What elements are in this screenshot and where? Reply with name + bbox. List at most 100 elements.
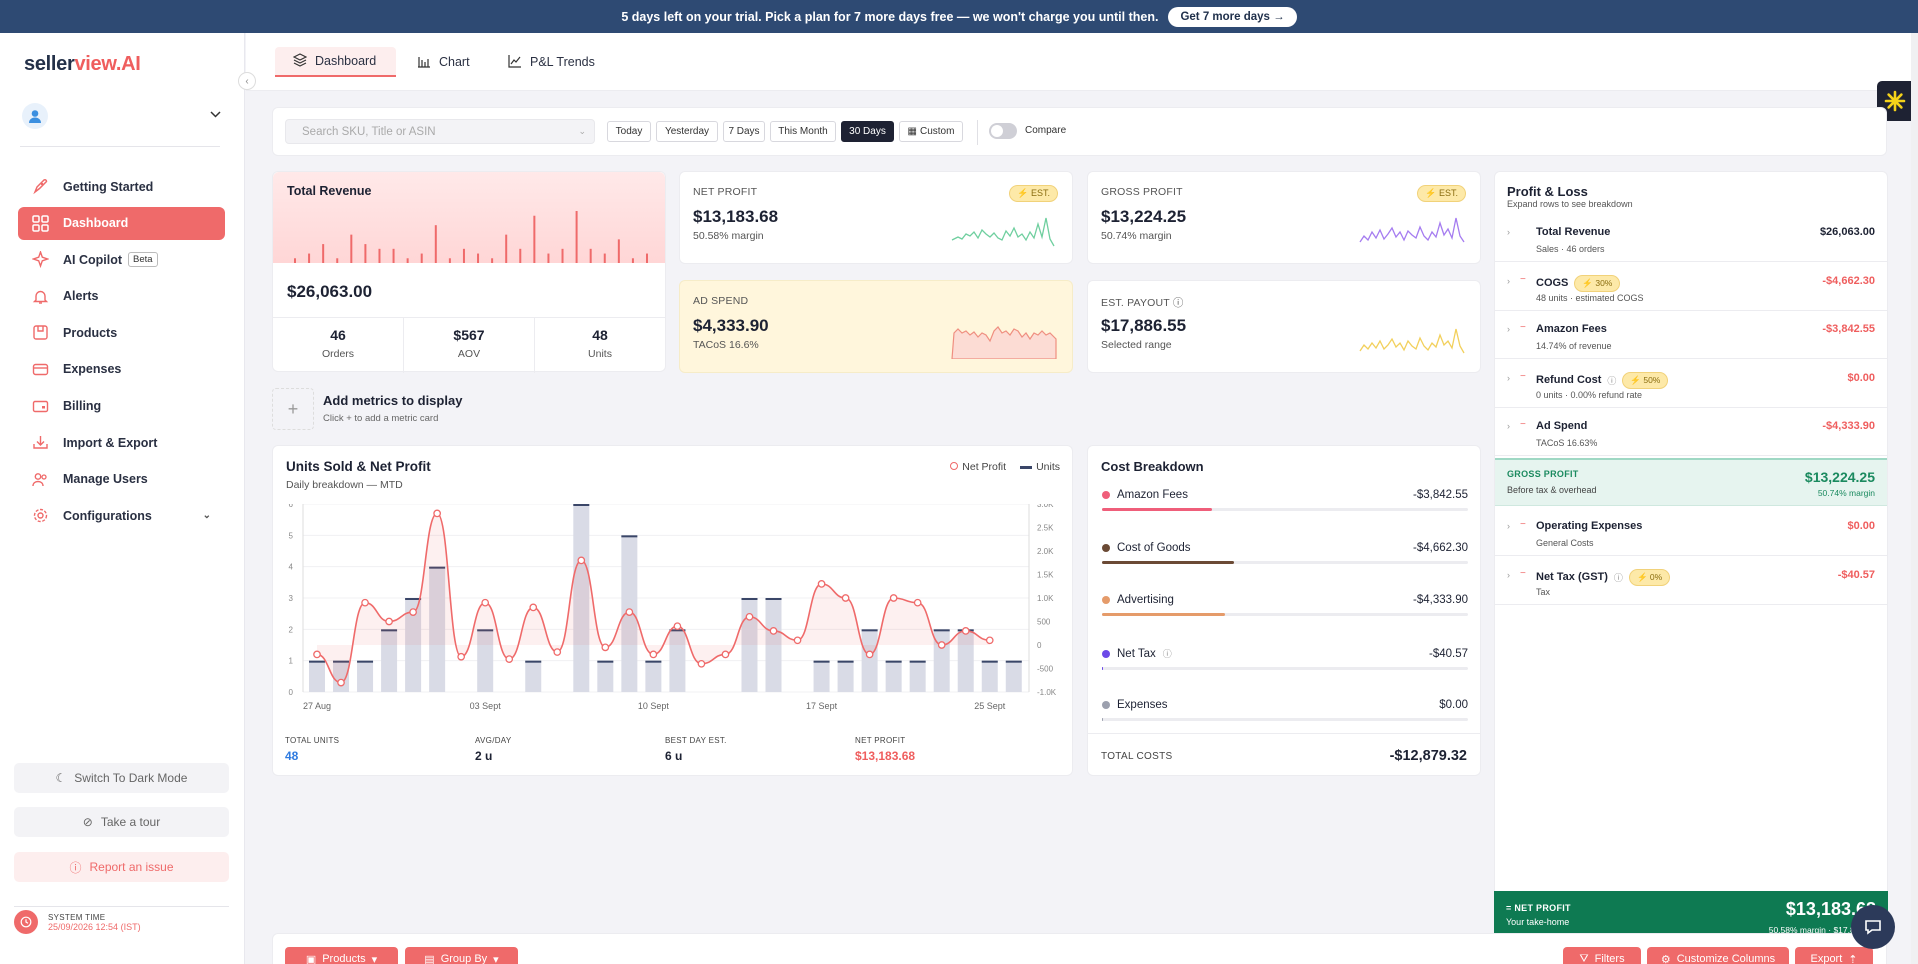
chevron-down-icon: ▾ [371, 953, 378, 964]
profit-point [529, 603, 538, 612]
sidebar-item-getting-started[interactable]: Getting Started [18, 170, 225, 203]
revenue-bar [505, 234, 508, 263]
kpi-value: $17,886.55 [1101, 316, 1187, 335]
units-bar-cap [405, 598, 422, 600]
expand-chevron-icon: › [1507, 569, 1510, 580]
sidebar-item-dashboard[interactable]: Dashboard [18, 206, 225, 240]
products-dropdown-button[interactable]: ▣ Products ▾ [285, 947, 398, 964]
pnl-row-ad-spend[interactable]: › − Ad Spend TACoS 16.63% -$4,333.90 [1495, 408, 1887, 456]
legend-units[interactable]: Units [1020, 461, 1060, 473]
range-today-button[interactable]: Today [607, 121, 651, 142]
group-by-dropdown-button[interactable]: ▤ Group By ▾ [405, 947, 518, 964]
units-bar [981, 660, 998, 692]
take-tour-button[interactable]: ⊘ Take a tour [14, 807, 229, 837]
chart-legend: Net Profit Units [950, 461, 1060, 473]
sidebar-item-alerts[interactable]: Alerts [18, 280, 225, 313]
cost-row-advertising: Advertising -$4,333.90 [1102, 594, 1468, 616]
filter-divider [977, 120, 978, 145]
minus-icon: − [1520, 567, 1526, 579]
collapse-sidebar-button[interactable]: ‹ [238, 72, 256, 90]
kpi-label: EST. PAYOUT ⓘ [1101, 297, 1184, 309]
units-bar [381, 629, 398, 692]
customize-columns-button[interactable]: ⚙ Customize Columns [1647, 947, 1789, 964]
get-more-days-button[interactable]: Get 7 more days → [1168, 6, 1297, 27]
range-this-month-button[interactable]: This Month [770, 121, 836, 142]
units-bar-cap [429, 566, 446, 569]
range-7-days-button[interactable]: 7 Days [723, 121, 765, 142]
brand-logo[interactable]: sellerview.AI [24, 53, 141, 75]
sidebar-item-billing[interactable]: Billing [18, 390, 225, 423]
sidebar-item-import-export[interactable]: Import & Export [18, 426, 225, 459]
revenue-bar [617, 239, 620, 263]
legend-net-profit[interactable]: Net Profit [950, 461, 1006, 473]
ad-spend-card[interactable]: AD SPEND $4,333.90 TACoS 16.6% [679, 280, 1073, 373]
wallet-icon [31, 360, 49, 378]
range-yesterday-button[interactable]: Yesterday [656, 121, 718, 142]
pnl-subtitle: Expand rows to see breakdown [1507, 199, 1633, 209]
gross-profit-sparkline [1359, 217, 1465, 243]
tab-chart[interactable]: Chart [399, 47, 488, 77]
net-profit-card[interactable]: NET PROFIT $13,183.68 50.58% margin ⚡ ES… [679, 171, 1073, 264]
compare-toggle[interactable] [989, 123, 1017, 139]
pnl-row-amazon-fees[interactable]: › − Amazon Fees 14.74% of revenue -$3,842.55 [1495, 311, 1887, 359]
profit-point [361, 598, 369, 607]
profit-point [649, 650, 658, 659]
x-tick: 25 Sept [974, 701, 1006, 711]
profit-point [673, 622, 682, 631]
revenue-bar [294, 258, 296, 263]
units-bar-cap [741, 598, 758, 600]
report-issue-button[interactable]: ⓘ Report an issue [14, 852, 229, 882]
range-30-days-button[interactable]: 30 Days [841, 121, 894, 142]
chat-button[interactable] [1851, 905, 1895, 949]
units-bar [669, 629, 686, 692]
add-metric-button[interactable]: + [272, 388, 314, 430]
revenue-header [273, 172, 665, 263]
sidebar-item-expenses[interactable]: Expenses [18, 353, 225, 386]
sidebar-item-manage-users[interactable]: Manage Users [18, 463, 225, 496]
add-metrics-sub: Click + to add a metric card [323, 413, 439, 424]
kpi-sub: Selected range [1101, 339, 1172, 351]
dark-mode-button[interactable]: ☾ Switch To Dark Mode [14, 763, 229, 793]
sidebar-item-products[interactable]: Products [18, 316, 225, 349]
page-scrollbar[interactable] [1911, 33, 1918, 964]
sidebar-item-ai-copilot[interactable]: AI Copilot Beta [18, 243, 225, 276]
profit-point [481, 598, 490, 607]
y-tick-left: 0 [289, 688, 294, 697]
revenue-bar [603, 253, 606, 263]
expand-chevron-icon: › [1507, 324, 1510, 334]
clock-icon [14, 910, 38, 934]
user-avatar[interactable] [22, 103, 48, 129]
sidebar-item-label: Import & Export [63, 435, 158, 450]
sidebar-item-configurations[interactable]: Configurations ⌄ [18, 499, 225, 532]
range-custom-button[interactable]: ▦ Custom [899, 121, 963, 142]
units-bar [1005, 660, 1022, 692]
filters-button[interactable]: ⛛ Filters [1563, 947, 1641, 964]
total-revenue-card[interactable]: Total Revenue $26,063.00 46 Orders $567 AO… [272, 171, 666, 373]
profit-point [457, 652, 466, 661]
export-button[interactable]: Export ⇡ [1795, 947, 1873, 964]
sidebar-item-label: Dashboard [63, 216, 129, 231]
profit-point [313, 650, 321, 659]
y-tick-right: -500 [1037, 665, 1054, 674]
minus-icon: − [1520, 273, 1526, 285]
pnl-row-total-revenue[interactable]: › Total Revenue Sales · 46 orders $26,063.0… [1495, 214, 1887, 262]
pnl-row-cogs[interactable]: › − COGS ⚡ 30% 48 units · estimated COGS -$4,… [1495, 263, 1887, 311]
pnl-row-operating-expenses[interactable]: › − Operating Expenses General Costs $0.00 [1495, 508, 1887, 556]
units-bar [573, 504, 590, 692]
revenue-bar [308, 253, 311, 263]
search-input[interactable]: Search SKU, Title or ASIN ⌄ [285, 119, 595, 144]
sidebar-item-label: Configurations [63, 508, 152, 523]
revenue-bar [519, 248, 522, 263]
pnl-row-net-tax-gst-[interactable]: › − Net Tax (GST) ⓘ ⚡ 0% Tax -$40.57 [1495, 557, 1887, 605]
gross-profit-card[interactable]: GROSS PROFIT $13,224.25 50.74% margin ⚡ … [1087, 171, 1481, 264]
est-payout-card[interactable]: EST. PAYOUT ⓘ $17,886.55 Selected range [1087, 280, 1481, 373]
pnl-row-refund-cost[interactable]: › − Refund Cost ⓘ ⚡ 50% 0 units · 0.00% refun… [1495, 360, 1887, 408]
user-menu-chevron-icon[interactable] [210, 107, 221, 121]
x-tick: 27 Aug [303, 701, 331, 711]
group-icon: ▤ [424, 953, 435, 964]
chart-title: Units Sold & Net Profit [286, 459, 431, 474]
estimate-badge: ⚡ 0% [1628, 568, 1671, 586]
tab-pl-trends[interactable]: P&L Trends [490, 47, 613, 77]
cost-share-bar [1102, 508, 1212, 511]
tab-dashboard[interactable]: Dashboard [275, 47, 396, 77]
